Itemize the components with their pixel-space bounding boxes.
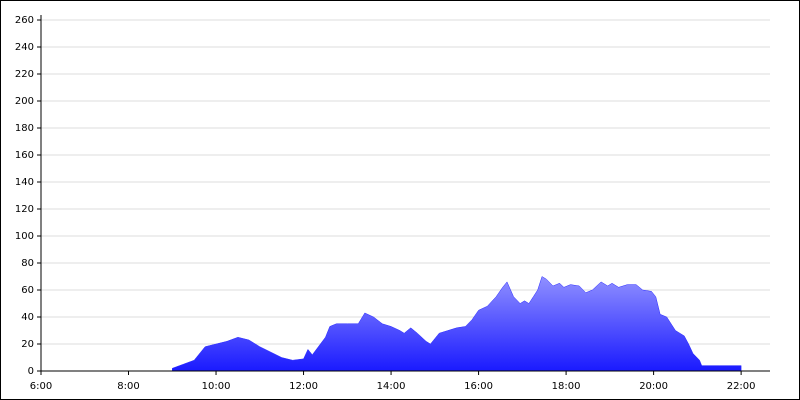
- y-tick-label: 240: [15, 42, 34, 53]
- x-tick-label: 10:00: [202, 381, 231, 392]
- x-tick-label: 16:00: [464, 381, 493, 392]
- x-tick-label: 20:00: [639, 381, 668, 392]
- x-tick-label: 12:00: [289, 381, 318, 392]
- x-tick-label: 6:00: [30, 381, 52, 392]
- y-tick-label: 120: [15, 204, 34, 215]
- x-tick-label: 18:00: [552, 381, 581, 392]
- y-tick-label: 0: [28, 366, 34, 377]
- y-tick-label: 140: [15, 177, 34, 188]
- y-tick-label: 160: [15, 150, 34, 161]
- y-tick-label: 180: [15, 123, 34, 134]
- x-tick-label: 8:00: [117, 381, 139, 392]
- y-tick-label: 40: [21, 312, 34, 323]
- y-tick-label: 220: [15, 69, 34, 80]
- y-tick-label: 100: [15, 231, 34, 242]
- y-tick-label: 80: [21, 258, 34, 269]
- y-tick-label: 200: [15, 96, 34, 107]
- area: [172, 276, 742, 372]
- y-tick-label: 20: [21, 339, 34, 350]
- y-tick-label: 260: [15, 15, 34, 26]
- y-tick-label: 60: [21, 285, 34, 296]
- x-tick-label: 14:00: [377, 381, 406, 392]
- x-tick-label: 22:00: [727, 381, 756, 392]
